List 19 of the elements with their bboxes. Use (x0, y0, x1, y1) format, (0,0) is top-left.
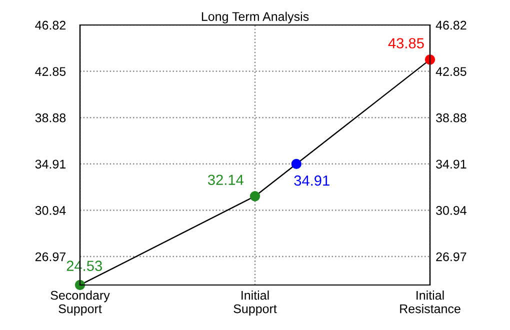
y-tick-label: 38.88 (35, 113, 66, 122)
y2-tick-label: 30.94 (436, 206, 466, 215)
y-tick-label: 26.97 (35, 252, 66, 262)
y-tick-label: 30.94 (35, 206, 66, 215)
data-label: 43.85 (388, 38, 424, 48)
y-tick-label: 34.91 (35, 160, 66, 169)
chart-title: Long Term Analysis (202, 12, 309, 24)
data-label: 34.91 (294, 175, 330, 186)
y2-tick-label: 38.88 (436, 113, 466, 122)
data-label: 32.14 (208, 174, 244, 186)
y-tick-label: 46.82 (35, 20, 66, 30)
y-tick-label: 42.85 (35, 67, 66, 76)
x-tick-label: Secondary Support (50, 290, 110, 316)
x-tick-label: Initial Support (234, 290, 277, 316)
y2-tick-label: 46.82 (436, 20, 466, 30)
x-tick-label: Initial Resistance (400, 290, 460, 314)
y2-tick-label: 42.85 (436, 67, 466, 76)
y2-tick-label: 34.91 (436, 160, 466, 169)
y2-tick-label: 26.97 (436, 252, 466, 262)
